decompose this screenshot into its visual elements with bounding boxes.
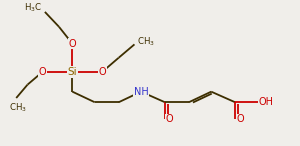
Text: Si: Si (68, 67, 77, 77)
Text: O: O (68, 39, 76, 49)
Text: CH$_3$: CH$_3$ (137, 35, 155, 47)
Text: CH$_3$: CH$_3$ (9, 101, 27, 114)
Text: OH: OH (259, 97, 274, 107)
Text: O: O (166, 114, 173, 124)
Text: O: O (98, 67, 106, 77)
Text: H$_3$C: H$_3$C (24, 1, 43, 14)
Text: O: O (39, 67, 46, 77)
Text: O: O (237, 114, 244, 124)
Text: NH: NH (134, 87, 148, 97)
